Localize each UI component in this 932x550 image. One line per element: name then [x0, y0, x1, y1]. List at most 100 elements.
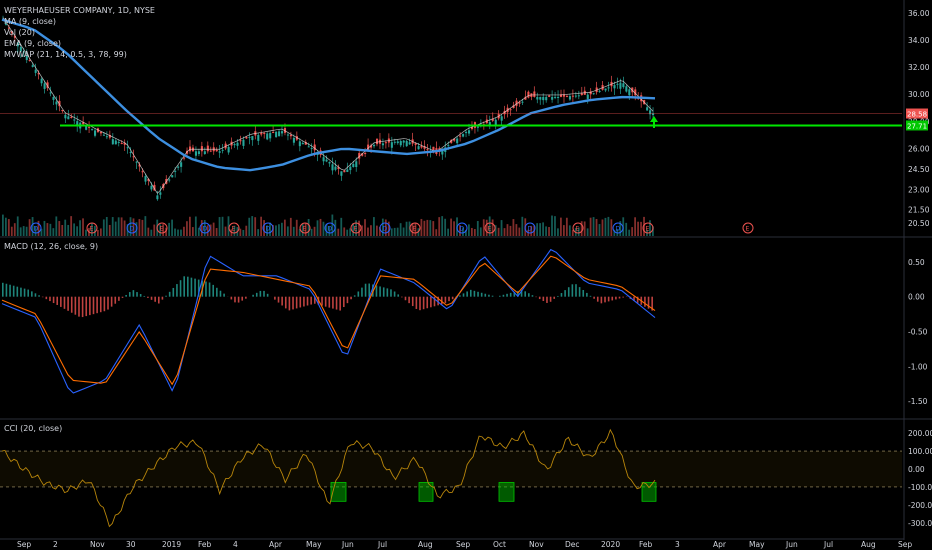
macd-histogram-bar: [234, 296, 236, 303]
volume-bar: [429, 220, 432, 236]
volume-bar: [571, 229, 574, 236]
indicator-vol[interactable]: Vol (20): [4, 28, 35, 37]
candle-body: [470, 127, 474, 130]
candle-body: [447, 145, 450, 147]
candle-body: [177, 166, 180, 168]
indicator-ema[interactable]: EMA (9, close): [4, 39, 61, 48]
candle-body: [260, 132, 263, 135]
dividend-marker: [379, 222, 391, 234]
macd-histogram-bar: [237, 296, 240, 303]
macd-histogram-bar: [103, 296, 106, 312]
oversold-highlight: [418, 482, 434, 502]
candle-body: [402, 140, 405, 143]
candle-body: [313, 144, 316, 151]
volume-bar: [266, 225, 268, 236]
volume-bar: [554, 216, 556, 236]
indicator-mvwap[interactable]: MVWAP (21, 14, 0.5, 3, 78, 99): [4, 50, 127, 59]
cci-label[interactable]: CCI (20, close): [4, 424, 63, 433]
volume-bar: [468, 224, 470, 236]
macd-tick-label: -1.00: [908, 362, 928, 371]
candle-body: [361, 153, 364, 156]
macd-histogram-bar: [310, 296, 312, 305]
volume-bar: [604, 217, 607, 236]
candle-body: [263, 132, 266, 134]
dividend-marker: [262, 222, 274, 234]
cci-tick-label: 0.00: [908, 465, 925, 474]
volume-bar: [200, 220, 203, 236]
macd-histogram-bar: [426, 296, 429, 309]
candle-body: [129, 152, 132, 154]
macd-histogram-bar: [125, 294, 127, 297]
volume-bar: [411, 222, 414, 236]
event-marker-label: D: [34, 226, 39, 233]
candle-body: [174, 170, 177, 172]
volume-bar: [218, 217, 221, 236]
macd-histogram-bar: [437, 296, 439, 306]
candle-body: [73, 119, 76, 121]
volume-bar: [248, 217, 251, 236]
volume-bar: [174, 228, 176, 236]
macd-histogram-bar: [85, 296, 88, 317]
volume-bar: [120, 217, 123, 236]
volume-bar: [577, 227, 580, 236]
candle-body: [426, 149, 429, 151]
candle-body: [414, 143, 417, 145]
x-tick-label: Aug: [418, 540, 433, 549]
volume-bar: [79, 220, 81, 236]
volume-bar: [565, 217, 568, 236]
volume-bar: [310, 228, 313, 236]
indicator-ma[interactable]: MA (9, close): [4, 17, 56, 26]
candle-body: [560, 94, 563, 97]
event-marker-label: D: [460, 226, 465, 233]
candle-body: [375, 138, 379, 145]
x-tick-label: Jun: [341, 540, 354, 549]
candle-body: [123, 142, 126, 145]
candle-body: [331, 164, 334, 171]
candle-body: [91, 128, 94, 130]
candle-body: [468, 130, 471, 134]
candle-body: [571, 95, 574, 97]
macd-histogram-bar: [288, 296, 291, 311]
macd-histogram-bar: [332, 296, 334, 309]
volume-bar: [99, 228, 102, 236]
earnings-marker: [572, 222, 584, 234]
macd-histogram-bar: [440, 296, 443, 305]
macd-histogram-bar: [99, 296, 102, 313]
macd-line: [1, 248, 656, 394]
macd-histogram-bar: [23, 288, 26, 297]
price-tag-bg: [906, 108, 928, 119]
macd-histogram-bar: [408, 296, 410, 304]
volume-bar: [227, 216, 230, 236]
candle-body: [399, 141, 402, 146]
macd-histogram-bar: [611, 296, 614, 301]
candle-body: [524, 96, 527, 100]
candle-body: [545, 96, 548, 101]
volume-bar: [183, 226, 185, 236]
volume-bar: [28, 219, 31, 236]
candle-body: [111, 139, 114, 145]
candle-body: [141, 171, 144, 173]
macd-histogram-bar: [147, 296, 149, 298]
candle-body: [272, 132, 275, 134]
candle-body: [328, 161, 331, 164]
candle-body: [281, 131, 284, 134]
candle-body: [459, 135, 462, 137]
macd-histogram-bar: [462, 293, 465, 297]
x-tick-label: Apr: [269, 540, 283, 549]
macd-label[interactable]: MACD (12, 26, close, 9): [4, 242, 99, 251]
macd-histogram-bar: [542, 296, 545, 302]
volume-bar: [518, 227, 521, 236]
price-tick-label: 23.00: [908, 185, 930, 194]
macd-histogram-bar: [422, 296, 425, 310]
macd-histogram-bar: [379, 286, 381, 297]
candle-body: [94, 130, 97, 136]
candle-body: [390, 142, 393, 148]
volume-bar: [76, 226, 78, 236]
macd-histogram-bar: [9, 284, 11, 297]
candle-body: [343, 170, 346, 173]
macd-histogram-bar: [295, 296, 298, 309]
x-tick-label: Apr: [713, 540, 727, 549]
macd-histogram-bar: [557, 295, 559, 297]
volume-bar: [298, 229, 301, 236]
